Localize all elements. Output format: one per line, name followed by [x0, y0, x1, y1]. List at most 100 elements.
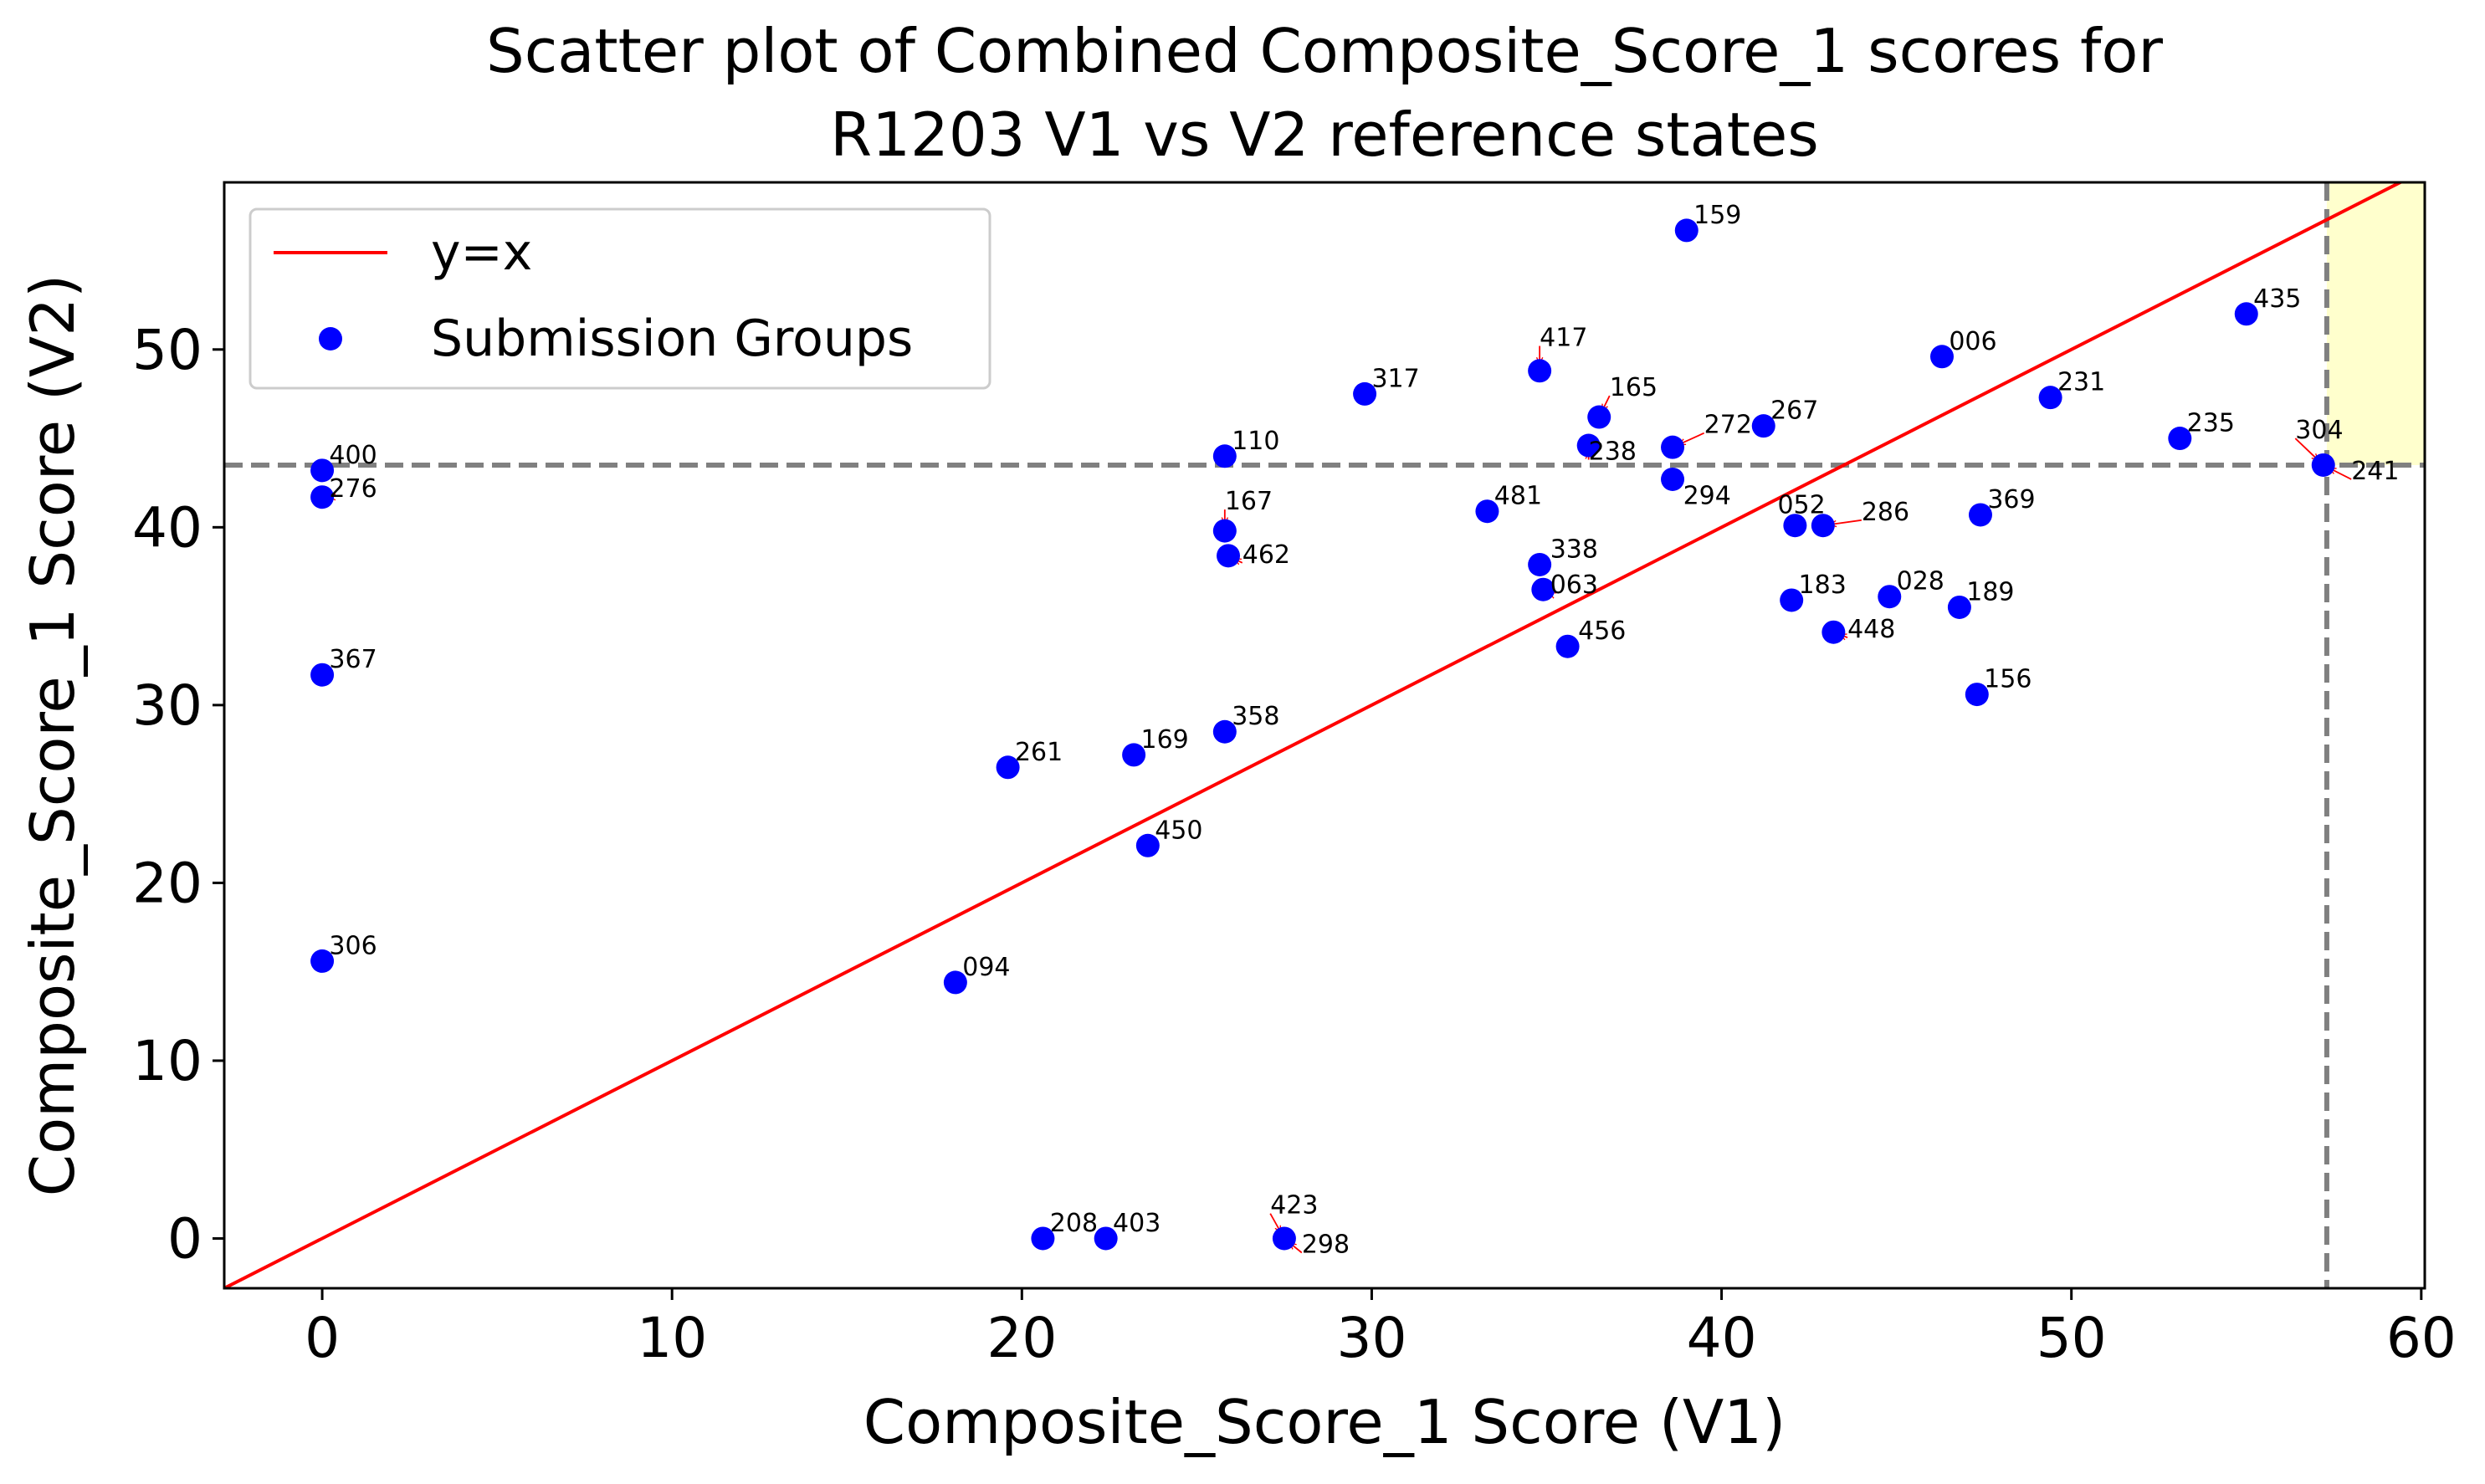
- data-point-286: [1811, 514, 1835, 538]
- point-label-304: 304: [2295, 416, 2343, 445]
- point-label-156: 156: [1984, 665, 2032, 694]
- point-label-456: 456: [1578, 617, 1626, 646]
- data-point-435: [2234, 302, 2258, 326]
- data-point-169: [1122, 743, 1146, 767]
- label-arrow-286: [1830, 519, 1862, 525]
- data-point-110: [1212, 444, 1237, 468]
- point-label-052: 052: [1777, 490, 1825, 519]
- x-tick-label-20: 20: [986, 1306, 1057, 1370]
- point-label-298: 298: [1302, 1230, 1350, 1259]
- point-label-094: 094: [962, 953, 1010, 982]
- data-point-462: [1217, 544, 1241, 568]
- point-label-358: 358: [1232, 702, 1279, 731]
- data-point-165: [1587, 405, 1611, 429]
- point-label-272: 272: [1704, 411, 1752, 440]
- point-label-448: 448: [1847, 615, 1895, 644]
- point-label-159: 159: [1693, 201, 1741, 230]
- reference-line-y-equals-x: [224, 182, 2405, 1288]
- label-arrow-304: [2294, 438, 2318, 460]
- data-point-238: [1576, 433, 1601, 458]
- data-point-423: [1272, 1226, 1296, 1251]
- x-tick-label-0: 0: [305, 1306, 340, 1370]
- point-label-241: 241: [2351, 457, 2399, 486]
- legend-box: [248, 207, 991, 390]
- point-label-417: 417: [1540, 324, 1587, 353]
- chart-title-line-1: Scatter plot of Combined Composite_Score…: [486, 16, 2163, 86]
- legend-marker-swatch: [319, 327, 342, 351]
- data-point-403: [1094, 1226, 1118, 1251]
- point-label-317: 317: [1371, 364, 1419, 393]
- point-label-261: 261: [1015, 738, 1063, 767]
- data-point-231: [2038, 386, 2062, 410]
- point-label-403: 403: [1113, 1209, 1161, 1238]
- point-label-338: 338: [1550, 535, 1598, 564]
- point-label-369: 369: [1987, 485, 2035, 514]
- data-point-156: [1965, 683, 1989, 707]
- data-point-235: [2168, 427, 2192, 451]
- x-tick-label-50: 50: [2037, 1306, 2107, 1370]
- data-point-028: [1878, 585, 1902, 609]
- point-label-231: 231: [2057, 368, 2105, 397]
- data-point-338: [1528, 552, 1552, 576]
- point-label-063: 063: [1550, 571, 1598, 600]
- point-label-367: 367: [329, 645, 377, 674]
- highlight-region: [2326, 182, 2425, 465]
- point-label-110: 110: [1232, 427, 1279, 456]
- data-point-189: [1947, 595, 1971, 619]
- data-point-183: [1780, 588, 1804, 612]
- point-label-435: 435: [2253, 284, 2301, 314]
- chart-title-line-2: R1203 V1 vs V2 reference states: [830, 100, 1819, 170]
- data-point-272: [1661, 435, 1685, 459]
- data-point-006: [1929, 345, 1954, 369]
- point-label-235: 235: [2187, 409, 2235, 438]
- y-tick-label-0: 0: [167, 1206, 202, 1271]
- point-label-450: 450: [1155, 816, 1202, 845]
- y-tick-label-20: 20: [132, 851, 202, 915]
- legend-label-yx: y=x: [431, 223, 532, 282]
- data-point-063: [1531, 577, 1555, 601]
- point-label-423: 423: [1270, 1191, 1318, 1220]
- data-point-450: [1135, 833, 1160, 857]
- point-label-286: 286: [1862, 498, 1909, 527]
- point-label-167: 167: [1225, 487, 1273, 516]
- data-point-294: [1661, 467, 1685, 491]
- x-tick-label-40: 40: [1687, 1306, 1757, 1370]
- point-label-189: 189: [1966, 577, 2014, 606]
- point-label-028: 028: [1897, 567, 1944, 596]
- data-point-094: [943, 970, 967, 995]
- data-point-304: [2311, 453, 2335, 477]
- point-label-294: 294: [1683, 482, 1731, 511]
- data-point-448: [1821, 620, 1846, 644]
- legend-label-submission-groups: Submission Groups: [431, 310, 913, 368]
- data-point-481: [1475, 499, 1499, 524]
- data-point-358: [1212, 719, 1237, 744]
- y-tick-label-50: 50: [132, 318, 202, 382]
- point-label-267: 267: [1770, 397, 1818, 426]
- data-point-317: [1353, 381, 1377, 406]
- point-label-208: 208: [1050, 1209, 1098, 1238]
- data-point-400: [310, 458, 335, 483]
- x-tick-label-10: 10: [637, 1306, 707, 1370]
- point-label-238: 238: [1589, 438, 1637, 467]
- data-point-208: [1031, 1226, 1055, 1251]
- x-axis-ticks: 0 10 20 30 40 50 60: [305, 1288, 2457, 1370]
- point-label-462: 462: [1242, 540, 1290, 570]
- axes-frame: [223, 181, 2426, 1290]
- x-tick-label-30: 30: [1336, 1306, 1406, 1370]
- point-label-165: 165: [1610, 373, 1658, 402]
- x-axis-label: Composite_Score_1 Score (V1): [863, 1387, 1786, 1457]
- y-tick-label-30: 30: [132, 673, 202, 738]
- data-point-306: [310, 949, 335, 973]
- data-point-276: [310, 485, 335, 509]
- data-point-369: [1968, 503, 1992, 527]
- data-point-267: [1751, 414, 1775, 438]
- data-point-367: [310, 663, 335, 687]
- data-point-261: [996, 755, 1020, 780]
- data-point-456: [1555, 634, 1580, 658]
- y-axis-label: Composite_Score_1 Score (V2): [18, 274, 88, 1196]
- x-tick-label-60: 60: [2386, 1306, 2457, 1370]
- point-label-306: 306: [329, 931, 377, 960]
- plot-area: 159 435 417 006 317 165 231 267 272 238 235 304 241 1…: [224, 182, 2425, 1288]
- legend: y=x Submission Groups: [248, 207, 991, 390]
- point-label-400: 400: [329, 441, 377, 470]
